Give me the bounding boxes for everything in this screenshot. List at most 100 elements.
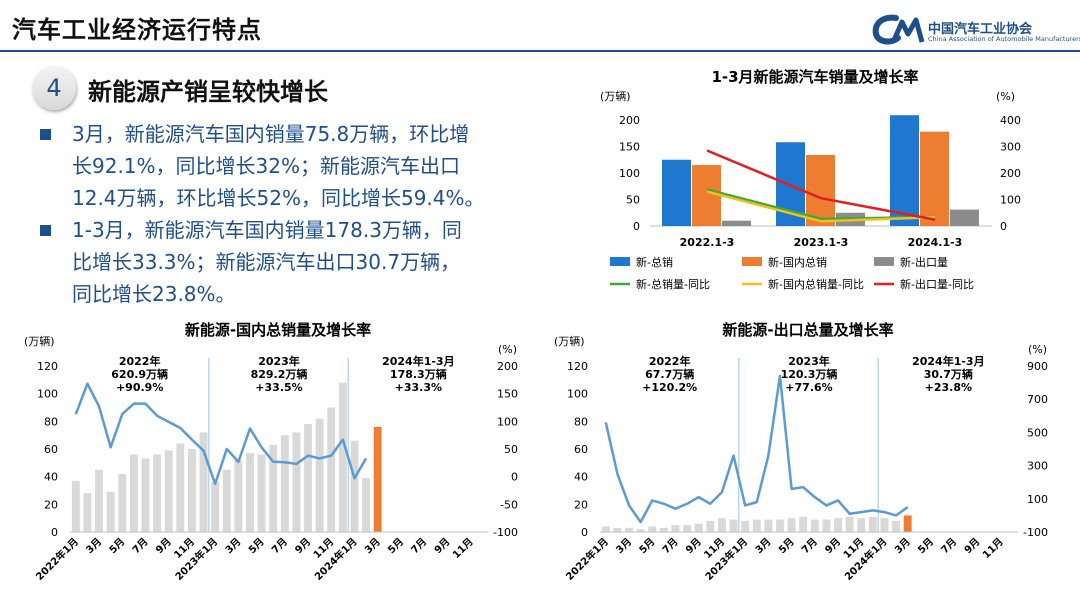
y2-tick-label: 200 — [497, 360, 518, 373]
bar — [304, 424, 312, 532]
y-tick-label: 100 — [619, 167, 640, 180]
legend-label: 新-出口量 — [900, 255, 948, 269]
growth-line — [74, 382, 368, 486]
year-annotation: +23.8% — [925, 381, 972, 394]
y2-axis-label: (%) — [498, 343, 517, 356]
x-tick-label: 7月 — [939, 536, 959, 556]
bar — [890, 115, 919, 226]
bullet-line: 长92.1%，同比增长32%；新能源汽车出口 — [72, 154, 460, 178]
page-title: 汽车工业经济运行特点 — [12, 16, 262, 44]
section-title: 新能源产销呈较快增长 — [88, 78, 328, 106]
x-tick-label: 2023.1-3 — [794, 236, 849, 249]
y2-tick-label: 0 — [1000, 220, 1007, 233]
y2-tick-label: 300 — [1000, 141, 1021, 154]
bar — [683, 525, 692, 532]
bar — [799, 516, 808, 532]
x-tick-label: 2022.1-3 — [680, 236, 735, 249]
bullet-line: 1-3月，新能源汽车国内销量178.3万辆，同 — [72, 218, 462, 242]
y-tick-label: 20 — [574, 498, 588, 511]
header-divider — [0, 50, 1080, 52]
bullet-square — [40, 225, 51, 236]
bar — [292, 432, 301, 532]
domestic-sales-growth-chart: 新能源-国内总销量及增长率 (万辆) (%) 0 20 40 60 80 100 120 -100 -… — [24, 321, 518, 583]
x-tick-label: 9月 — [293, 536, 313, 556]
y-tick-label: 100 — [37, 388, 58, 401]
legend-label: 新-总销量-同比 — [636, 277, 710, 291]
bar — [741, 520, 750, 532]
bar — [834, 518, 842, 532]
y2-tick-label: 150 — [497, 388, 518, 401]
year-annotation: +33.5% — [255, 381, 302, 394]
chart-title: 1-3月新能源汽车销量及增长率 — [711, 68, 918, 86]
y2-tick-label: 100 — [1027, 493, 1048, 506]
header: 汽车工业经济运行特点 中国汽车工业协会 China Association of… — [0, 0, 1080, 52]
x-tick-label: 3月 — [223, 536, 243, 556]
y-tick-label: 0 — [633, 220, 640, 233]
x-tick-label: 3月 — [892, 536, 912, 556]
y-tick-label: 50 — [626, 194, 640, 207]
x-tick-label: 3月 — [84, 536, 104, 556]
y-axis-label: (万辆) — [554, 334, 585, 348]
legend-label: 新-总销 — [636, 255, 673, 269]
y2-tick-label: 100 — [1000, 194, 1021, 207]
bar — [373, 426, 382, 532]
year-annotation: 829.2万辆 — [251, 367, 308, 381]
bar — [764, 519, 773, 532]
caam-logo-icon — [872, 14, 925, 45]
legend-swatch — [610, 257, 630, 266]
growth-line — [706, 190, 936, 223]
bar — [950, 209, 979, 226]
x-tick-label: 3月 — [614, 536, 634, 556]
bar — [648, 526, 657, 532]
y2-tick-label: 900 — [1027, 360, 1048, 373]
y-tick-label: 0 — [51, 526, 58, 539]
y2-tick-label: 300 — [1027, 460, 1048, 473]
y-tick-label: 0 — [581, 526, 588, 539]
bar — [880, 518, 889, 532]
x-tick-label: 2024.1-3 — [908, 236, 963, 249]
bar — [95, 469, 103, 532]
bar — [692, 165, 721, 226]
y-tick-label: 100 — [567, 388, 588, 401]
year-annotation: 120.3万辆 — [781, 367, 838, 381]
x-tick-label: 9月 — [962, 536, 982, 556]
bar — [903, 515, 912, 532]
x-tick-label: 3月 — [362, 536, 382, 556]
y2-tick-label: 50 — [504, 443, 518, 456]
growth-line — [604, 374, 909, 524]
bar — [857, 518, 866, 532]
bar — [71, 480, 80, 532]
bullet-square — [40, 129, 51, 140]
bar — [234, 460, 243, 532]
x-tick-label: 5月 — [776, 536, 796, 556]
y2-tick-label: 500 — [1027, 426, 1048, 439]
bar — [920, 131, 949, 226]
chart-title: 新能源-出口总量及增长率 — [722, 321, 893, 339]
export-growth-chart: 新能源-出口总量及增长率 (万辆) (%) 0 20 40 60 80 100 120 -100 10… — [554, 321, 1048, 583]
bar — [222, 469, 231, 532]
bar — [722, 220, 751, 226]
bar — [141, 458, 150, 532]
year-annotation: 2023年 — [258, 354, 300, 368]
year-annotation: +120.2% — [642, 381, 697, 394]
bar — [868, 516, 877, 532]
x-tick-label: 11月 — [450, 536, 475, 561]
bar — [350, 440, 359, 532]
y2-tick-label: 700 — [1027, 393, 1048, 406]
x-tick-label: 2022年1月 — [33, 535, 81, 583]
y-axis-label: (万辆) — [600, 89, 631, 103]
legend-swatch — [874, 257, 894, 266]
bar — [845, 516, 854, 532]
y2-axis-label: (%) — [996, 90, 1015, 103]
bullet-line: 3月，新能源汽车国内销量75.8万辆，环比增 — [72, 122, 470, 146]
q1-sales-growth-chart: 1-3月新能源汽车销量及增长率 (万辆) (%) 0 50 100 150 200 0 100 20… — [600, 68, 1021, 291]
bar — [671, 525, 680, 532]
bar — [601, 526, 610, 532]
logo-name-cn: 中国汽车工业协会 — [928, 22, 1033, 37]
bar — [810, 519, 819, 532]
year-annotation: 2022年 — [649, 354, 691, 368]
bar — [106, 491, 115, 532]
x-tick-label: 9月 — [823, 536, 843, 556]
y-tick-label: 200 — [619, 114, 640, 127]
bar — [315, 418, 324, 532]
